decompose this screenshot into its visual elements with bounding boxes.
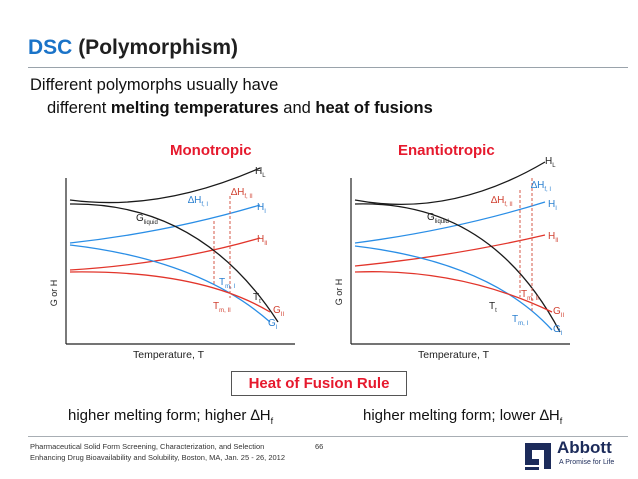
enantiotropic-GI-curve [354,245,553,331]
heat-of-fusion-rule-box: Heat of Fusion Rule [231,371,407,396]
enantiotropic-label-Tt: Tt [489,301,497,314]
enantiotropic-diagram: Enantiotropic HL ∆Hf, I ∆Hf, II HI Gliqu… [334,142,570,361]
phase-diagrams: Monotropic HL ∆Hf, II ∆Hf, I HI Gliquid … [49,142,570,361]
monotropic-label-GI: GI [268,318,278,331]
monotropic-label-TmI: Tm, I [219,277,235,290]
enantiotropic-label-GI: GI [553,324,563,337]
monotropic-label-HI: HI [257,202,266,215]
monotropic-label-G-liquid: Gliquid [136,213,158,226]
monotropic-label-TmII: Tm, II [213,301,231,314]
title-divider [28,67,628,68]
subtitle-text-b: and [278,99,316,117]
monotropic-y-axis-label: G or H [49,280,59,307]
enantiotropic-HI-curve [354,201,546,244]
monotropic-diagram: Monotropic HL ∆Hf, II ∆Hf, I HI Gliquid … [49,142,295,361]
enantiotropic-label-HI: HI [548,199,557,212]
enantiotropic-label-dHfI: ∆Hf, I [531,180,551,193]
page-number: 66 [315,442,324,451]
brand-tagline: A Promise for Life [559,459,615,466]
monotropic-x-axis-label: Temperature, T [133,349,205,361]
monotropic-GI-curve [69,244,271,323]
page-title: DSC (Polymorphism) [28,36,238,60]
monotropic-HL-curve [69,167,261,204]
monotropic-heading: Monotropic [170,142,252,159]
monotropic-G-liquid-curve [69,203,279,323]
enantiotropic-label-G-liquid: Gliquid [427,212,449,225]
enantiotropic-HL-curve [354,161,546,205]
enantiotropic-label-HL: HL [545,156,556,169]
abbott-logo-icon [525,443,551,470]
enantiotropic-x-axis-label: Temperature, T [418,349,490,361]
title-rest: (Polymorphism) [78,36,239,59]
monotropic-label-HL: HL [255,166,266,179]
footer-course-title: Pharmaceutical Solid Form Screening, Cha… [30,442,265,451]
monotropic-HI-curve [69,204,261,244]
enantiotropic-label-GII: GII [553,306,564,319]
subtitle-line-1: Different polymorphs usually have [30,76,279,94]
monotropic-label-GII: GII [273,305,284,318]
subtitle-emphasis-fusion: heat of fusions [315,99,433,117]
subtitle-emphasis-melting: melting temperatures [110,99,279,117]
title-accent: DSC [28,36,73,59]
monotropic-HII-curve [69,237,261,271]
monotropic-label-HII: HII [257,234,268,247]
enantiotropic-rule-note: higher melting form; lower ∆Hf [363,407,563,426]
monotropic-label-dHfII: ∆Hf, II [231,187,253,200]
enantiotropic-label-TmII: Tm, II [521,289,539,302]
enantiotropic-label-TmI: Tm, I [512,314,528,327]
footer-event-details: Enhancing Drug Bioavailability and Solub… [30,453,286,462]
enantiotropic-label-HII: HII [548,231,559,244]
enantiotropic-y-axis-label: G or H [334,279,344,306]
footer-divider [28,436,628,437]
subtitle-line-2: different melting temperatures and heat … [47,99,433,118]
monotropic-GII-curve [69,271,271,313]
enantiotropic-HII-curve [354,234,546,267]
monotropic-label-Tt: Tt [253,292,261,305]
enantiotropic-label-dHfII: ∆Hf, II [491,195,513,208]
enantiotropic-heading: Enantiotropic [398,142,495,159]
subtitle-text-a: different [47,99,111,117]
enantiotropic-G-liquid-curve [354,203,561,333]
enantiotropic-GII-curve [354,271,553,313]
monotropic-rule-note: higher melting form; higher ∆Hf [68,407,274,426]
brand-name: Abbott [557,438,612,457]
monotropic-label-dHfI: ∆Hf, I [188,195,208,208]
